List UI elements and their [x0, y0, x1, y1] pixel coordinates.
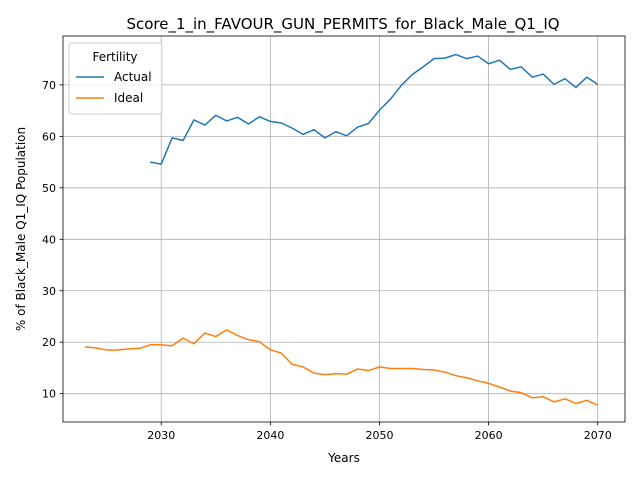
y-axis-ticks: 10 20 30 40 50 60 70 — [42, 79, 63, 401]
x-tick-label: 2050 — [365, 429, 393, 442]
series-line-ideal — [84, 329, 599, 406]
y-tick-label: 10 — [42, 388, 56, 401]
x-axis-ticks: 2030 2040 2050 2060 2070 — [147, 422, 612, 442]
y-tick-label: 40 — [42, 233, 56, 246]
y-tick-label: 70 — [42, 79, 56, 92]
grid-lines — [63, 36, 625, 422]
x-tick-label: 2060 — [475, 429, 503, 442]
series-lines — [84, 53, 599, 406]
x-tick-label: 2070 — [584, 429, 612, 442]
legend-label-actual: Actual — [114, 70, 152, 84]
y-tick-label: 50 — [42, 182, 56, 195]
x-tick-label: 2040 — [256, 429, 284, 442]
y-axis-label: % of Black_Male Q1_IQ Population — [14, 127, 28, 331]
y-tick-label: 20 — [42, 336, 56, 349]
x-axis-label: Years — [327, 451, 360, 465]
y-tick-label: 30 — [42, 285, 56, 298]
legend: Fertility Actual Ideal — [68, 42, 163, 115]
legend-label-ideal: Ideal — [114, 91, 143, 105]
chart-title: Score_1_in_FAVOUR_GUN_PERMITS_for_Black_… — [126, 15, 559, 34]
plot-area-frame — [62, 35, 626, 423]
series-line-actual — [150, 53, 599, 165]
legend-title: Fertility — [92, 50, 137, 64]
x-tick-label: 2030 — [147, 429, 175, 442]
y-tick-label: 60 — [42, 130, 56, 143]
legend-box — [68, 42, 163, 115]
